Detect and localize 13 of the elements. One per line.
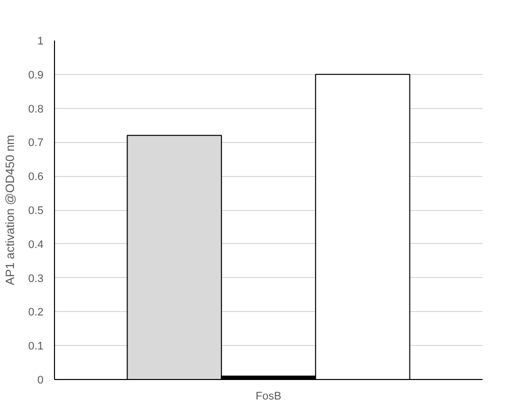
y-axis-title: AP1 activation @OD450 nm [3, 134, 18, 286]
y-tick-label: 1 [37, 36, 44, 48]
y-tick-label: 0.9 [28, 69, 44, 82]
x-tick-label: FosB [256, 390, 282, 402]
y-tick-label: 0.6 [28, 171, 44, 184]
y-tick-label: 0.2 [28, 306, 44, 319]
y-tick-label: 0.1 [28, 340, 44, 353]
y-tick-label: 0.7 [28, 137, 44, 150]
y-tick-label: 0.3 [28, 272, 44, 285]
y-tick-label: 0 [37, 374, 44, 386]
y-tick-label: 0.8 [28, 103, 44, 116]
y-tick-label: 0.4 [28, 238, 44, 251]
y-tick-label: 0.5 [28, 205, 44, 217]
